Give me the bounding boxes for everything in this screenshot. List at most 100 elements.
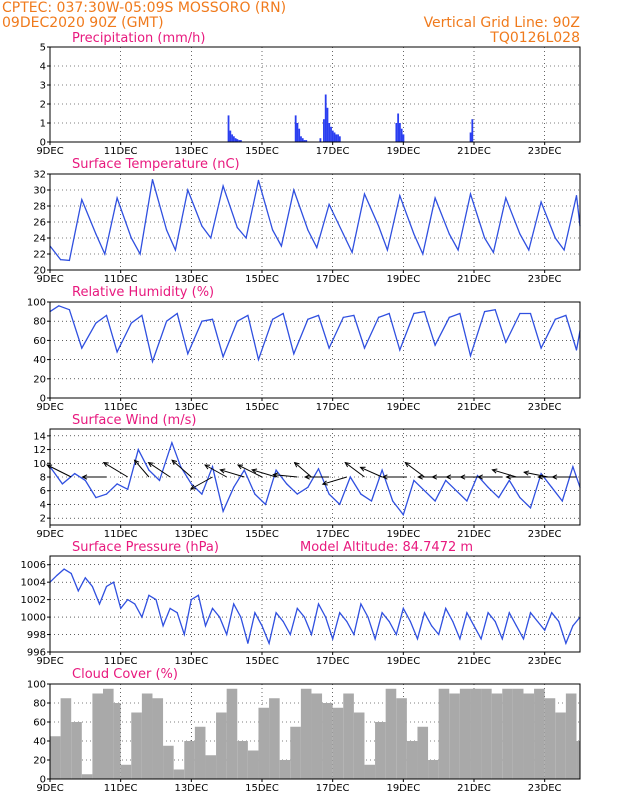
precip-bar: [395, 123, 398, 142]
pres-xtick-label: 15DEC: [245, 656, 279, 667]
rh-point: [554, 318, 556, 320]
grid-line-note: Vertical Grid Line: 90Z: [424, 15, 580, 31]
rh-frame: [49, 301, 581, 399]
rh-point: [529, 312, 532, 315]
temp-point: [257, 179, 260, 181]
wind-point: [95, 496, 97, 499]
wind-arrow: [204, 464, 227, 478]
pres-ytick-label: 1000: [21, 613, 46, 624]
pres-point: [522, 638, 525, 640]
wind-point: [201, 493, 203, 495]
temp-ytick-label: 32: [33, 170, 46, 181]
temp-panel: 20 22 24 26 28 30 32 9DEC 11DEC 13DEC 15DEC 17DEC 19…: [33, 170, 581, 285]
precip-xtick-label: 17DEC: [316, 146, 350, 157]
cloud-bar: [311, 693, 323, 779]
temp-ytick-label: 20: [33, 266, 46, 277]
pres-point: [325, 616, 327, 618]
temp-ytick-label: 24: [33, 234, 46, 245]
wind-point: [105, 493, 108, 495]
temp-ytick-label: 28: [33, 202, 46, 213]
rh-point: [257, 359, 260, 361]
cloud-bar: [406, 741, 418, 779]
cloud-bar: [216, 712, 227, 779]
rh-point: [413, 312, 415, 315]
rh-point: [328, 347, 330, 349]
cloud-bar: [258, 707, 270, 779]
rh-point: [105, 314, 108, 317]
precip-bar: [234, 138, 237, 142]
wind-arrow: [524, 471, 549, 478]
cloud-bar: [300, 688, 312, 779]
temp-point: [469, 193, 472, 195]
wind-arrow-head: [505, 474, 512, 480]
cloud-bar: [279, 760, 291, 779]
cloud-bar: [491, 693, 503, 779]
temp-point: [174, 249, 177, 251]
wind-ytick-label: 14: [33, 431, 46, 442]
rh-point: [116, 351, 118, 353]
pres-point: [558, 620, 560, 623]
cloud-ytick-label: 80: [33, 699, 46, 710]
temp-point: [457, 249, 459, 251]
wind-arrow-head: [417, 474, 423, 480]
pres-point: [367, 616, 369, 618]
precip-bar: [303, 140, 306, 142]
precip-bar: [333, 132, 336, 142]
precip-bar: [236, 139, 239, 142]
temp-point: [528, 249, 530, 251]
pres-xtick-label: 23DEC: [528, 656, 562, 667]
wind-title: Surface Wind (m/s): [72, 413, 196, 428]
temp-title: Surface Temperature (nC): [72, 157, 240, 172]
pres-point: [268, 642, 270, 644]
wind-point: [540, 472, 542, 475]
precip-xtick-label: 23DEC: [528, 146, 562, 157]
wind-ytick-label: 12: [33, 445, 46, 456]
cloud-xtick-label: 11DEC: [104, 783, 138, 794]
pres-point: [339, 612, 341, 614]
cloud-bar: [237, 741, 248, 779]
rh-point: [151, 360, 154, 363]
pres-point: [120, 607, 122, 609]
wind-arrow-head: [219, 468, 226, 474]
cloud-ytick-label: 40: [33, 737, 46, 748]
precip-bar: [296, 123, 299, 142]
wind-arrow: [171, 459, 192, 478]
pres-point: [473, 625, 475, 627]
rh-point: [166, 320, 168, 322]
pres-point: [494, 620, 496, 623]
rh-ytick-label: 60: [33, 336, 46, 347]
temp-xtick-label: 15DEC: [245, 274, 279, 285]
wind-arrow-head: [147, 461, 154, 468]
pres-point: [91, 585, 93, 588]
precip-bar: [305, 140, 308, 142]
cloud-xtick-label: 23DEC: [528, 783, 562, 794]
pres-point: [529, 612, 532, 614]
wind-point: [349, 476, 351, 478]
rh-point: [459, 312, 461, 315]
pres-point: [204, 625, 207, 627]
cloud-bar: [417, 726, 429, 779]
wind-arrow-head: [459, 474, 466, 480]
rh-point: [434, 344, 436, 346]
model-altitude: Model Altitude: 84.7472 m: [300, 540, 473, 555]
cloud-title: Cloud Cover (%): [72, 667, 178, 682]
pres-point: [537, 620, 539, 623]
cloud-bar: [544, 698, 556, 779]
rh-xtick-label: 11DEC: [104, 402, 138, 413]
pres-ytick-label: 1002: [21, 595, 46, 606]
wind-arrow-head: [272, 472, 279, 478]
pres-point: [501, 638, 503, 640]
rh-xtick-label: 21DEC: [457, 402, 491, 413]
wind-point: [561, 500, 563, 502]
rh-point: [469, 355, 472, 357]
pres-point: [416, 638, 419, 640]
precip-bar: [294, 115, 297, 142]
wind-point: [116, 483, 118, 485]
wind-arrow-head: [303, 474, 310, 480]
wind-ytick-label: 2: [40, 514, 46, 525]
rh-point: [540, 347, 542, 349]
wind-xtick-label: 9DEC: [36, 529, 63, 540]
pres-point: [409, 620, 411, 623]
cloud-bar: [247, 750, 259, 779]
pres-point: [70, 572, 72, 575]
